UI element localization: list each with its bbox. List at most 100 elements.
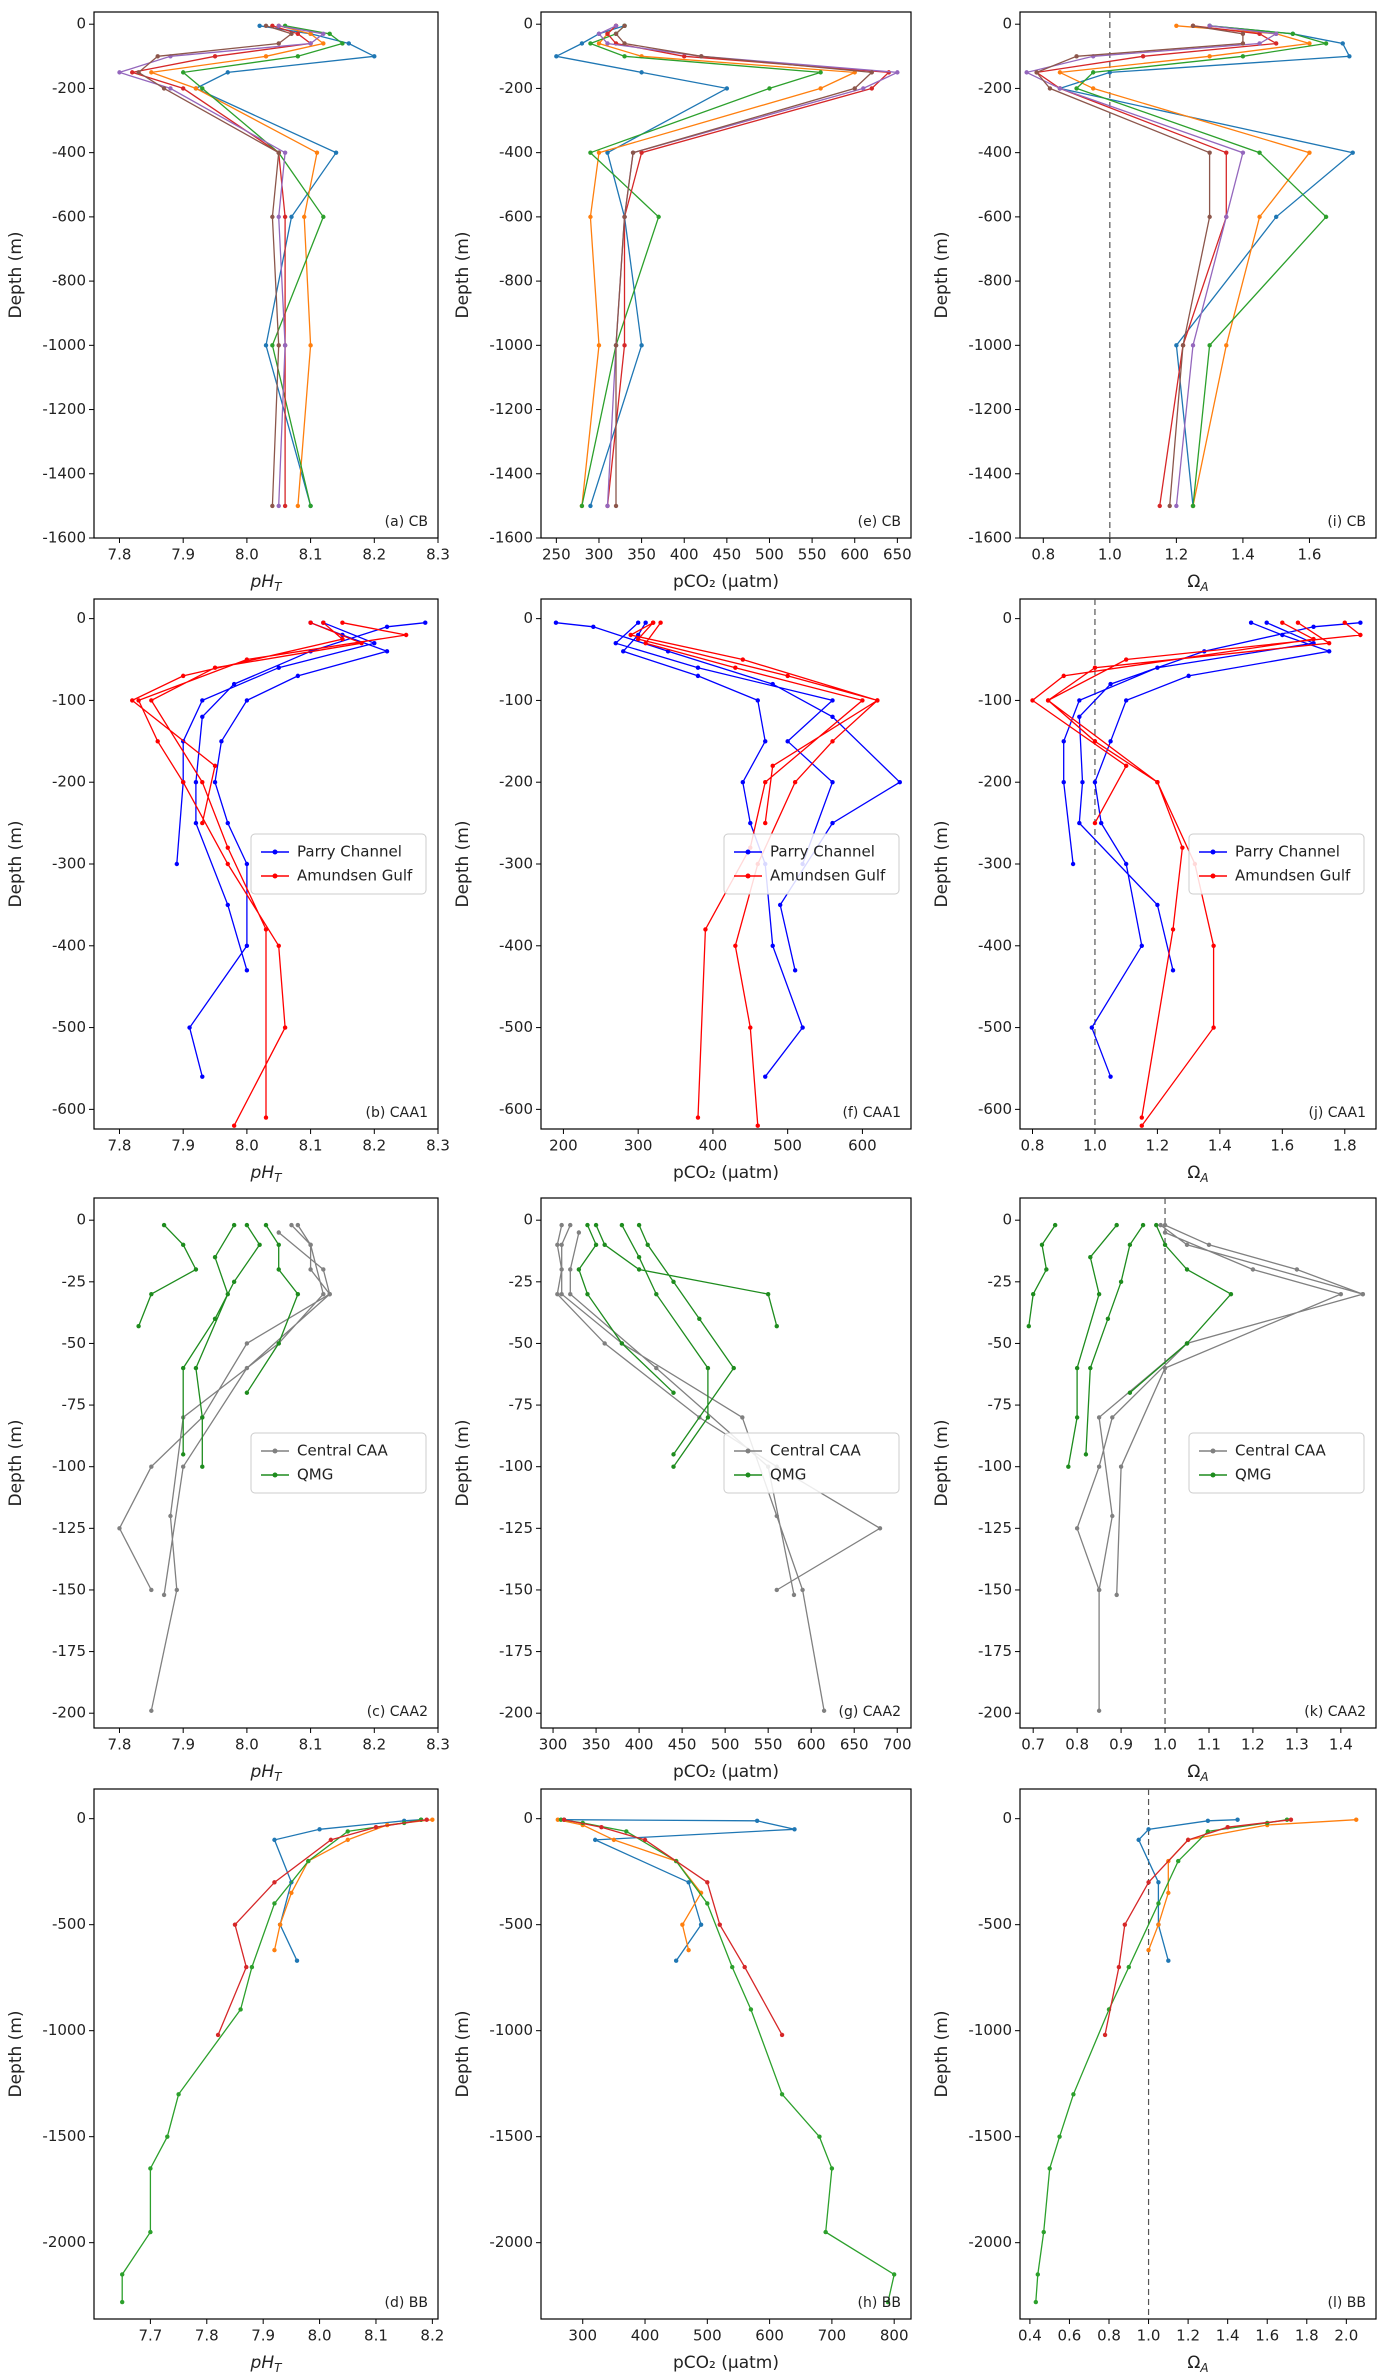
- y-tick-label: -100: [978, 691, 1012, 709]
- profile-line: [606, 25, 891, 506]
- y-tick-label: -175: [499, 1642, 533, 1660]
- profile-point: [817, 2134, 822, 2139]
- y-axis-label: Depth (m): [453, 820, 473, 907]
- y-tick-label: -125: [499, 1519, 533, 1537]
- x-tick-label: 0.8: [1065, 1736, 1089, 1754]
- y-tick-label: 0: [1002, 1211, 1012, 1229]
- profile-point: [1307, 150, 1312, 155]
- profile-point: [1092, 665, 1098, 670]
- profile-point: [682, 54, 687, 59]
- legend-marker: [745, 1472, 751, 1478]
- profile-point: [605, 31, 610, 37]
- profile-point: [1162, 1230, 1168, 1235]
- x-tick-label: 1.2: [1164, 546, 1188, 564]
- profile-point: [1108, 1074, 1113, 1079]
- profile-point: [1090, 70, 1096, 75]
- profile-point: [1047, 2166, 1052, 2171]
- profile-point: [161, 1592, 167, 1598]
- profile-point: [1174, 503, 1179, 509]
- profile-point: [639, 343, 644, 348]
- profile-point: [1108, 739, 1113, 744]
- profile-point: [830, 820, 835, 826]
- x-tick-label: 600: [840, 546, 869, 564]
- y-tick-label: 0: [1002, 1809, 1012, 1827]
- profile-point: [302, 214, 307, 220]
- profile-point: [294, 1958, 300, 1963]
- profile-point: [1034, 70, 1039, 75]
- profile-point: [1102, 2032, 1108, 2038]
- x-tick-label: 400: [625, 1736, 654, 1754]
- y-tick-label: -500: [52, 1018, 86, 1036]
- profile-point: [1155, 665, 1160, 670]
- y-tick-label: -100: [52, 1457, 86, 1475]
- profile-point: [155, 739, 160, 744]
- profile-point: [705, 1880, 710, 1885]
- x-axis-label-sub: A: [1199, 2361, 1208, 2375]
- profile-line: [615, 25, 874, 506]
- profile-point: [654, 1365, 659, 1371]
- x-tick-label: 800: [880, 2327, 909, 2345]
- y-tick-label: -500: [499, 1018, 533, 1036]
- profile-point: [830, 780, 835, 785]
- profile-point: [149, 1291, 154, 1297]
- y-tick-label: -150: [978, 1580, 1012, 1598]
- x-tick-label: 0.6: [1058, 2327, 1082, 2345]
- profile-point: [559, 1242, 564, 1248]
- profile-point: [225, 845, 230, 850]
- y-axis-label: Depth (m): [932, 2010, 952, 2097]
- profile-point: [1088, 1254, 1093, 1260]
- profile-point: [656, 214, 661, 220]
- profile-point: [244, 968, 250, 973]
- profile-point: [705, 1365, 711, 1371]
- profile-point: [1257, 150, 1262, 155]
- x-tick-label: 8.0: [235, 1137, 259, 1155]
- profile-point: [314, 150, 320, 155]
- x-axis-label: pHT: [250, 1762, 284, 1784]
- profile-point: [372, 640, 377, 646]
- profile-point: [277, 1922, 283, 1927]
- x-axis-label-sub: T: [274, 580, 283, 594]
- profile-point: [1224, 150, 1229, 155]
- profile-point: [272, 1901, 277, 1906]
- profile-point: [1235, 1817, 1240, 1822]
- profile-point: [680, 1922, 685, 1927]
- profile-point: [1290, 31, 1296, 37]
- profile-point: [770, 681, 775, 687]
- y-tick-label: -800: [978, 272, 1012, 290]
- y-tick-label: -600: [499, 207, 533, 225]
- y-axis-label: Depth (m): [453, 1419, 473, 1506]
- plot-frame: [540, 11, 912, 539]
- profile-point: [384, 649, 390, 654]
- profile-point: [639, 150, 644, 155]
- y-tick-label: -1600: [968, 529, 1012, 547]
- profile-point: [276, 343, 281, 348]
- profile-point: [830, 698, 835, 703]
- profile-point: [695, 665, 701, 670]
- profile-point: [643, 620, 648, 625]
- profile-point: [270, 343, 275, 348]
- profile-point: [282, 343, 288, 348]
- profile-point: [1185, 1837, 1191, 1843]
- profile-point: [249, 1964, 255, 1970]
- profile-point: [698, 1922, 704, 1927]
- y-tick-label: -600: [978, 207, 1012, 225]
- profile-point: [1156, 1922, 1161, 1927]
- profile-point: [555, 1291, 560, 1297]
- profile-point: [869, 86, 874, 91]
- profile-point: [875, 698, 880, 703]
- y-tick-label: -200: [499, 1704, 533, 1722]
- profile-point: [295, 31, 301, 37]
- panel-label: (j) CAA1: [1309, 1105, 1367, 1121]
- panel-label: (g) CAA2: [839, 1704, 902, 1720]
- x-tick-label: 0.4: [1018, 2327, 1042, 2345]
- profile-point: [1350, 150, 1355, 155]
- profile-point: [333, 150, 339, 155]
- profile-point: [591, 624, 596, 630]
- x-tick-label: 1.4: [1216, 2327, 1240, 2345]
- y-tick-label: -600: [499, 1100, 533, 1118]
- profile-point: [1180, 343, 1186, 348]
- y-tick-label: -100: [499, 1457, 533, 1475]
- x-tick-label: 7.8: [108, 546, 132, 564]
- profile-point: [345, 1837, 350, 1843]
- x-axis-label-sub: T: [274, 1770, 283, 1784]
